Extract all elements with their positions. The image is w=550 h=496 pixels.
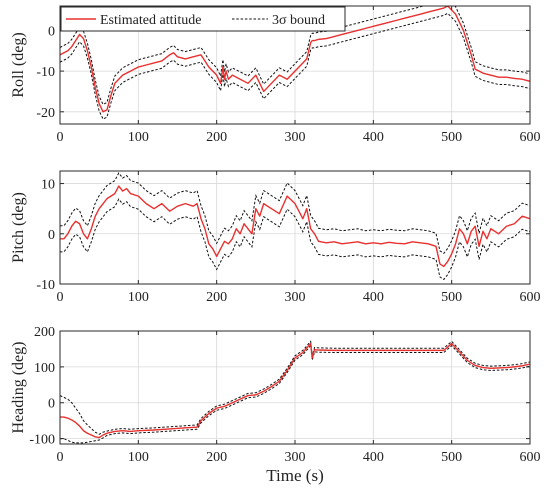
y-tick-label: -10	[36, 278, 55, 293]
x-tick-label: 400	[363, 130, 384, 145]
x-tick-label: 0	[57, 130, 64, 145]
estimate-line	[60, 342, 530, 439]
x-tick-label: 200	[206, 450, 227, 465]
legend-label-estimate: Estimated attitude	[100, 13, 201, 28]
x-tick-label: 400	[363, 290, 384, 305]
y-axis-label: Roll (deg)	[10, 32, 27, 97]
y-tick-label: 100	[34, 361, 55, 376]
estimate-line	[60, 6, 530, 113]
upper-bound-line	[60, 172, 530, 255]
upper-bound-line	[60, 6, 530, 106]
x-tick-label: 300	[285, 130, 306, 145]
legend-box	[60, 6, 346, 32]
x-tick-label: 300	[285, 290, 306, 305]
y-tick-label: 0	[48, 24, 55, 39]
y-tick-label: 0	[48, 397, 55, 412]
y-axis-label: Heading (deg)	[10, 342, 27, 434]
x-tick-label: 200	[206, 130, 227, 145]
x-tick-label: 500	[441, 290, 462, 305]
estimate-line	[60, 185, 530, 268]
y-tick-label: 10	[41, 178, 55, 193]
lower-bound-line	[60, 198, 530, 281]
x-tick-label: 600	[520, 450, 541, 465]
panel-roll: 0 100 200 300 400 500 600 -20 -10 0 Roll (deg) Esti…	[10, 5, 541, 145]
x-tick-label: 600	[520, 290, 541, 305]
y-tick-label: -10	[36, 65, 55, 80]
x-tick-label: 600	[520, 130, 541, 145]
legend-label-bound: 3σ bound	[272, 13, 325, 28]
y-tick-label: 200	[34, 325, 55, 340]
x-tick-label: 300	[285, 450, 306, 465]
x-tick-label: 0	[57, 290, 64, 305]
lower-bound-line	[60, 344, 530, 444]
x-tick-label: 0	[57, 450, 64, 465]
y-axis-label: Pitch (deg)	[10, 192, 27, 263]
x-axis-label: Time (s)	[266, 466, 323, 485]
x-tick-label: 100	[128, 450, 149, 465]
y-tick-label: 0	[48, 228, 55, 243]
lower-bound-line	[60, 12, 530, 120]
x-tick-label: 200	[206, 290, 227, 305]
y-tick-label: -20	[36, 106, 55, 121]
x-tick-label: 100	[128, 130, 149, 145]
x-tick-label: 500	[441, 450, 462, 465]
x-tick-label: 500	[441, 130, 462, 145]
y-tick-label: -100	[29, 433, 55, 448]
x-tick-label: 400	[363, 450, 384, 465]
legend: Estimated attitude 3σ bound	[60, 6, 346, 32]
x-tick-label: 100	[128, 290, 149, 305]
upper-bound-line	[60, 340, 530, 435]
